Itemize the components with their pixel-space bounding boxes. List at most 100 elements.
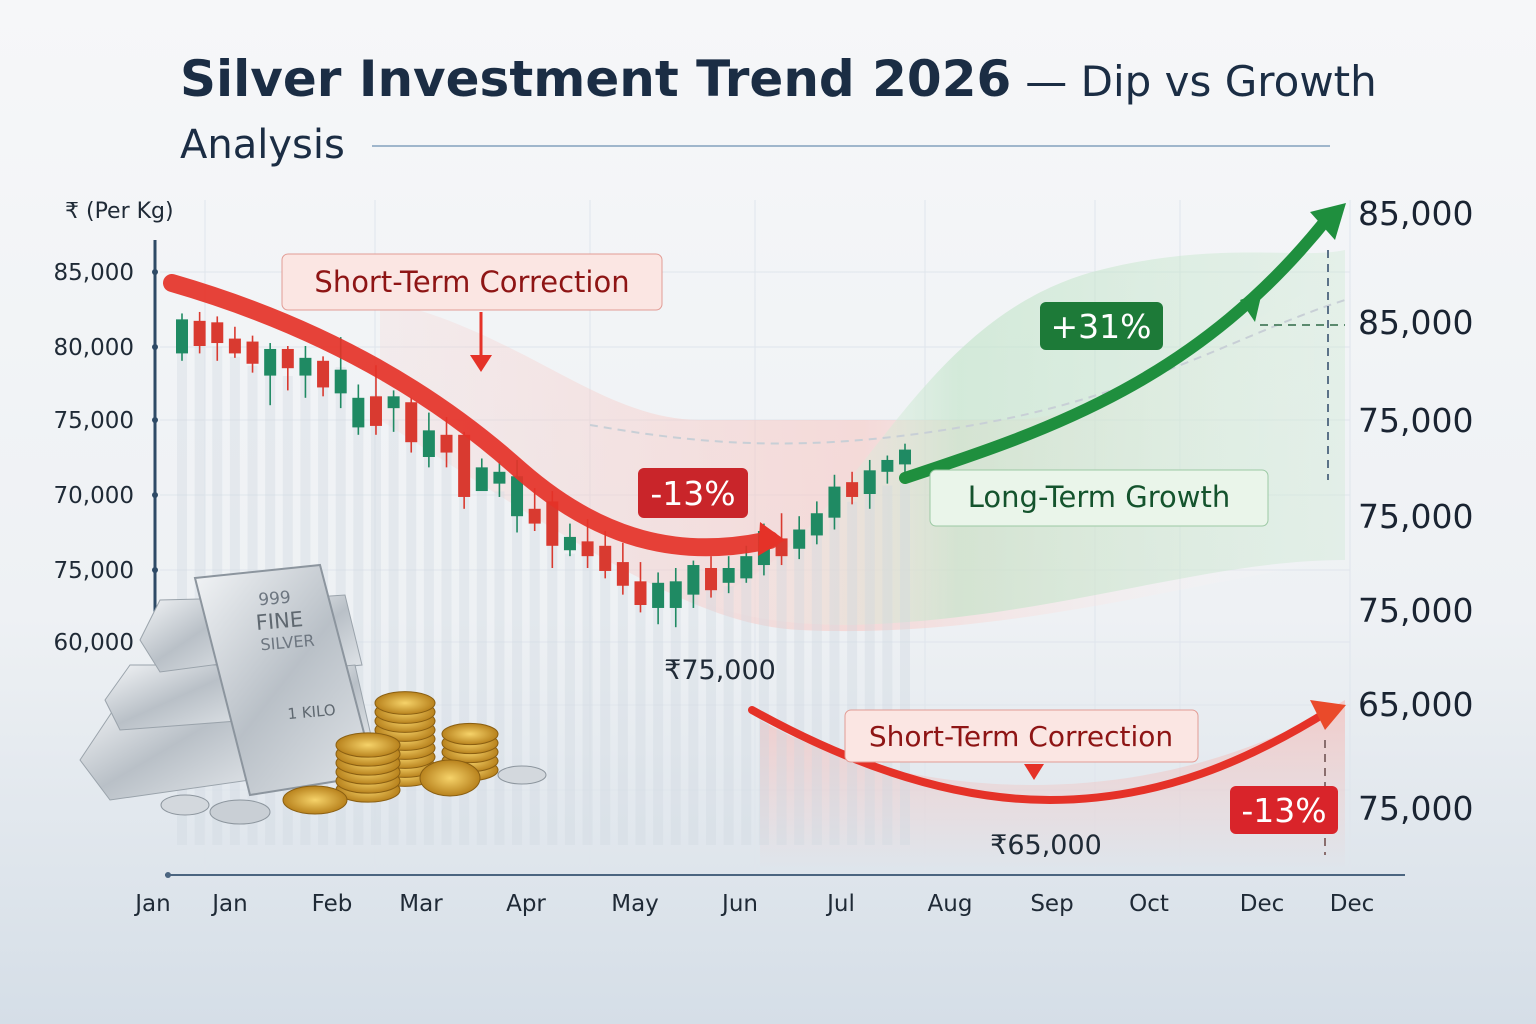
badge-dip-top: -13% bbox=[638, 468, 748, 518]
y-tick-mark bbox=[152, 567, 158, 573]
x-tick-label: Mar bbox=[399, 891, 443, 917]
candle-body bbox=[422, 430, 435, 457]
svg-text:1 KILO: 1 KILO bbox=[287, 701, 337, 723]
candle bbox=[881, 455, 894, 845]
volume-bar bbox=[388, 420, 399, 845]
candle-body bbox=[810, 513, 823, 536]
y-tick-label-right: 85,000 bbox=[1358, 194, 1473, 233]
y-axis-label: ₹ (Per Kg) bbox=[65, 199, 174, 224]
candle-body bbox=[317, 360, 330, 388]
candle bbox=[810, 501, 823, 845]
candle-body bbox=[687, 565, 700, 595]
badge-dip-bottom: -13% bbox=[1230, 786, 1338, 834]
volume-bar bbox=[811, 531, 822, 845]
x-tick-label: Jan bbox=[210, 891, 247, 917]
candle bbox=[793, 516, 806, 845]
candle-body bbox=[546, 501, 559, 546]
growth-arrowhead bbox=[1310, 203, 1346, 240]
candle bbox=[546, 491, 559, 845]
chart-title-line2: Analysis bbox=[180, 122, 345, 168]
x-tick-label: Dec bbox=[1240, 891, 1285, 917]
candle bbox=[705, 556, 718, 845]
candle-body bbox=[899, 449, 911, 465]
svg-text:+31%: +31% bbox=[1051, 307, 1152, 346]
dip-arrow bbox=[163, 274, 779, 557]
candle bbox=[493, 461, 506, 845]
growth-arrow-mid-head bbox=[1240, 292, 1262, 322]
candle-body bbox=[369, 396, 382, 426]
candle-body bbox=[846, 482, 859, 497]
callout-short-term-correction-bottom: Short-Term Correction bbox=[844, 709, 1199, 780]
volume-bar bbox=[600, 561, 611, 845]
candle bbox=[563, 523, 576, 845]
candle-body bbox=[405, 402, 418, 443]
candle-body bbox=[669, 581, 682, 608]
x-tick-label: Jul bbox=[825, 891, 855, 917]
gold-coins-illustration bbox=[160, 691, 547, 825]
volume-bar bbox=[882, 485, 893, 845]
candle-body bbox=[246, 341, 259, 364]
x-tick-label: Dec bbox=[1330, 891, 1375, 917]
candle-body bbox=[634, 581, 647, 605]
candle-body bbox=[563, 536, 576, 551]
x-tick-label: Feb bbox=[312, 891, 353, 917]
x-tick-label: Jan bbox=[133, 891, 170, 917]
x-tick-label: Sep bbox=[1030, 891, 1073, 917]
candle-body bbox=[722, 568, 735, 583]
candle bbox=[422, 412, 435, 845]
svg-text:FINE: FINE bbox=[255, 607, 304, 635]
candle-body bbox=[334, 369, 347, 394]
svg-text:Short-Term Correction: Short-Term Correction bbox=[869, 720, 1173, 753]
y-tick-label-right: 75,000 bbox=[1358, 789, 1473, 828]
y-tick-mark bbox=[152, 417, 158, 423]
candle-body bbox=[458, 434, 471, 497]
candle-body bbox=[793, 529, 806, 549]
callout-long-term-growth: Long-Term Growth bbox=[929, 469, 1269, 527]
candle bbox=[616, 542, 629, 845]
candle-body bbox=[652, 582, 665, 608]
growth-arrow bbox=[899, 209, 1336, 484]
y-tick-label-right: 75,000 bbox=[1358, 497, 1473, 536]
candle bbox=[599, 531, 612, 845]
candle-body bbox=[176, 319, 188, 354]
volume-bar bbox=[512, 489, 523, 845]
candle bbox=[634, 562, 647, 845]
svg-text:Long-Term Growth: Long-Term Growth bbox=[968, 480, 1230, 514]
y-tick-mark bbox=[152, 492, 158, 498]
candle bbox=[775, 513, 788, 845]
volume-bar bbox=[758, 553, 769, 845]
silver-coin bbox=[209, 799, 271, 825]
volume-bar bbox=[406, 427, 417, 845]
candle-body bbox=[599, 545, 612, 571]
candle-body bbox=[863, 470, 876, 494]
candle bbox=[176, 313, 188, 845]
candle-body bbox=[440, 434, 453, 453]
candle bbox=[687, 560, 700, 845]
volume-bar bbox=[864, 489, 875, 845]
badge-growth: +31% bbox=[1040, 302, 1163, 350]
candle-body bbox=[475, 467, 488, 492]
dip-price-label: ₹75,000 bbox=[664, 655, 776, 686]
x-tick-label: Jun bbox=[720, 891, 758, 917]
silver-coin bbox=[497, 765, 547, 785]
candle-body bbox=[528, 508, 541, 524]
candle-body bbox=[581, 541, 594, 557]
volume-bar bbox=[635, 592, 646, 845]
gold-coin bbox=[335, 732, 401, 758]
candle bbox=[899, 443, 911, 845]
y-tick-label-right: 65,000 bbox=[1358, 685, 1473, 724]
volume-bar bbox=[476, 488, 487, 845]
bottom-price-label: ₹65,000 bbox=[990, 830, 1102, 861]
candle-body bbox=[281, 348, 294, 369]
y-tick-label-right: 85,000 bbox=[1358, 303, 1473, 342]
candle-body bbox=[511, 476, 524, 517]
volume-bar bbox=[353, 414, 364, 845]
candle bbox=[740, 545, 753, 845]
candle bbox=[458, 431, 471, 845]
volume-bar bbox=[741, 575, 752, 845]
svg-text:-13%: -13% bbox=[1241, 791, 1326, 830]
y-tick-label-left: 75,000 bbox=[54, 408, 134, 434]
y-tick-label-right: 75,000 bbox=[1358, 401, 1473, 440]
candle-body bbox=[193, 320, 206, 346]
